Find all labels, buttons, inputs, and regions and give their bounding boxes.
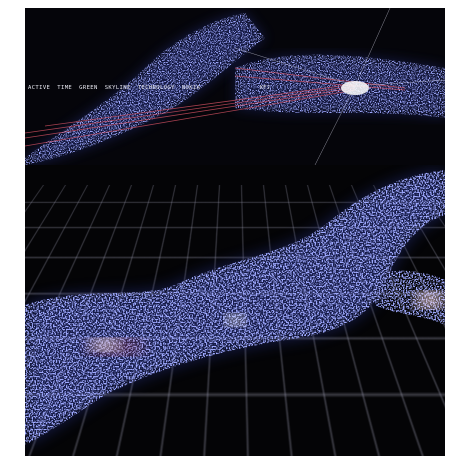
hotspot bbox=[89, 339, 121, 351]
cluster bbox=[341, 81, 369, 95]
bottom-cloud bbox=[25, 170, 445, 445]
menu-item[interactable]: TECHNOLOGY bbox=[137, 85, 175, 91]
points bbox=[375, 270, 445, 325]
points bbox=[25, 170, 445, 445]
menu-item[interactable]: ACTIVE bbox=[28, 85, 51, 91]
menu-item[interactable]: NOKIA bbox=[181, 85, 201, 91]
top-view: ACTIVE TIME GREEN SKYLINE TECHNOLOGY NOKIA KF… bbox=[25, 8, 445, 165]
menu-extra[interactable]: KFJ bbox=[260, 85, 270, 91]
menu-item[interactable]: SKYLINE bbox=[104, 85, 131, 91]
menu-item[interactable]: GREEN bbox=[79, 85, 98, 91]
axes bbox=[234, 8, 445, 165]
menu-item[interactable]: TIME bbox=[57, 85, 73, 91]
top-cloud bbox=[25, 8, 445, 165]
hotspot bbox=[414, 292, 445, 308]
points bbox=[25, 13, 265, 165]
menu: ACTIVE TIME GREEN SKYLINE TECHNOLOGY NOKIA bbox=[28, 85, 200, 91]
bottom-view bbox=[25, 165, 445, 456]
hotspot bbox=[225, 314, 245, 326]
